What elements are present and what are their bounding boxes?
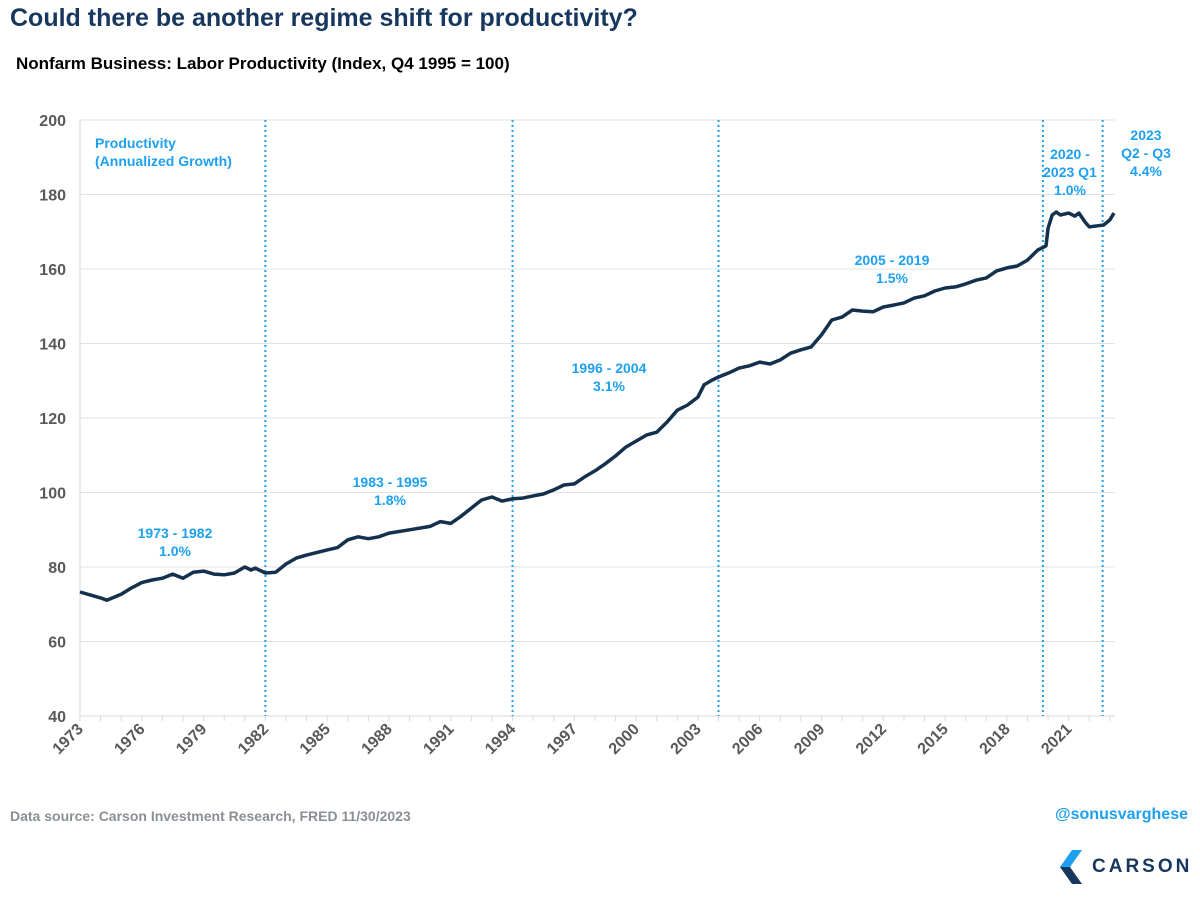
x-tick-label: 1979 (173, 721, 210, 758)
regime-annotation: Q2 - Q3 (1121, 145, 1171, 161)
regime-annotation: 1996 - 2004 (572, 360, 647, 376)
chart-subtitle: Nonfarm Business: Labor Productivity (In… (16, 54, 510, 73)
y-tick-label: 120 (39, 411, 66, 428)
x-tick-label: 2012 (853, 721, 890, 758)
y-tick-label: 160 (39, 262, 66, 279)
regime-annotation: 1983 - 1995 (353, 474, 428, 490)
y-tick-label: 100 (39, 486, 66, 503)
regime-annotation: 2020 - (1050, 146, 1090, 162)
x-tick-label: 1994 (482, 721, 519, 758)
regime-annotation: 2023 Q1 (1043, 164, 1097, 180)
productivity-chart: 40 60 80 100 120 140 160 180 200 1973 1976 1979 1982… (39, 113, 1171, 758)
regime-annotation: Productivity (95, 135, 176, 151)
twitter-handle: @sonusvarghese (1055, 806, 1188, 823)
x-tick-label: 2000 (606, 721, 643, 758)
x-tick-label: 2009 (791, 721, 828, 758)
y-tick-label: 180 (39, 188, 66, 205)
regime-annotation: 1.0% (1054, 182, 1086, 198)
y-tick-label: 200 (39, 113, 66, 130)
y-tick-label: 60 (48, 635, 66, 652)
regime-annotation: 3.1% (593, 378, 625, 394)
regime-annotation: 1.5% (876, 270, 908, 286)
x-tick-label: 1985 (297, 721, 334, 758)
y-tick-label: 40 (48, 709, 66, 726)
regime-annotation: 1973 - 1982 (138, 525, 213, 541)
productivity-series-line (79, 210, 1116, 602)
regime-annotation: 2005 - 2019 (855, 252, 930, 268)
x-tick-label: 1997 (544, 721, 581, 758)
x-tick-label: 2018 (977, 721, 1014, 758)
carson-logo: CARSON (1060, 850, 1192, 884)
regime-annotation: 4.4% (1130, 163, 1162, 179)
regime-annotation: 1.8% (374, 492, 406, 508)
data-source: Data source: Carson Investment Research,… (10, 808, 411, 824)
y-tick-label: 80 (48, 560, 66, 577)
regime-annotation: 2023 (1130, 127, 1161, 143)
x-tick-label: 1988 (359, 721, 396, 758)
x-tick-label: 1976 (111, 721, 148, 758)
x-tick-label: 2006 (729, 721, 766, 758)
x-tick-label: 1991 (420, 721, 457, 758)
x-tick-label: 2015 (915, 721, 952, 758)
y-tick-label: 140 (39, 337, 66, 354)
x-tick-label: 2003 (668, 721, 705, 758)
chart-title: Could there be another regime shift for … (10, 4, 638, 32)
logo-text: CARSON (1092, 856, 1193, 877)
carson-chevron-icon (1060, 850, 1082, 884)
regime-annotation: (Annualized Growth) (95, 153, 232, 169)
x-tick-label: 2021 (1038, 721, 1075, 758)
x-tick-label: 1982 (235, 721, 272, 758)
regime-annotation: 1.0% (159, 543, 191, 559)
x-tick-label: 1973 (50, 721, 87, 758)
